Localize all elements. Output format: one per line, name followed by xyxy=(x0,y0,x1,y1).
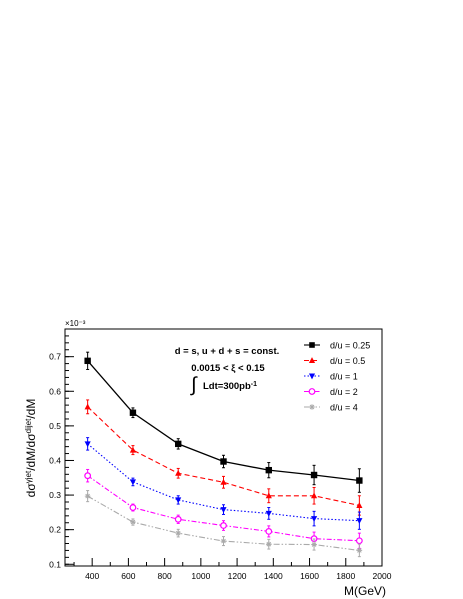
data-point xyxy=(174,515,182,523)
legend-label: d/u = 0.5 xyxy=(330,356,365,366)
annotation-line-3-sup: -1 xyxy=(251,381,257,388)
series-5 xyxy=(84,490,363,558)
data-point xyxy=(356,477,363,484)
data-point xyxy=(220,478,227,485)
data-point xyxy=(265,541,272,548)
legend-label: d/u = 1 xyxy=(330,372,358,382)
data-point xyxy=(84,493,91,499)
data-point xyxy=(356,547,363,554)
data-point xyxy=(265,510,272,517)
legend-entry-4: d/u = 2 xyxy=(304,387,358,397)
y-tick-label: 0.2 xyxy=(49,525,61,535)
y-exponent-label: ×10⁻³ xyxy=(65,319,86,328)
data-point xyxy=(84,441,91,448)
data-point xyxy=(84,472,92,480)
data-point xyxy=(356,518,363,525)
y-axis-title-part-1: dσ xyxy=(24,483,38,498)
series-3 xyxy=(84,437,363,530)
legend-marker xyxy=(308,357,316,364)
data-point xyxy=(175,497,182,504)
data-point xyxy=(175,440,182,448)
data-point xyxy=(129,504,137,511)
legend-label: d/u = 2 xyxy=(330,387,358,397)
data-point xyxy=(220,507,227,513)
legend-marker xyxy=(308,388,316,395)
data-point xyxy=(175,469,182,476)
y-tick-label: 0.1 xyxy=(49,559,61,569)
legend-marker xyxy=(309,342,315,348)
y-tick-label: 0.5 xyxy=(49,421,61,431)
y-axis-title-part-3: /dM xyxy=(24,399,38,419)
legend-marker xyxy=(309,404,315,410)
y-axis-title-sup-2: dijet xyxy=(24,418,33,433)
data-point xyxy=(220,522,227,529)
legend-entry-5: d/u = 4 xyxy=(304,403,358,413)
x-tick-label: 800 xyxy=(158,571,172,581)
y-tick-label: 0.4 xyxy=(49,455,61,465)
x-tick-label: 600 xyxy=(121,571,135,581)
plot-frame xyxy=(64,328,383,567)
x-tick-label: 1400 xyxy=(264,571,283,581)
data-point xyxy=(355,537,363,545)
x-tick-label: 1600 xyxy=(300,571,319,581)
data-point xyxy=(175,530,182,536)
data-point xyxy=(265,528,273,535)
legend-label: d/u = 0.25 xyxy=(330,341,370,351)
data-point xyxy=(129,409,137,416)
annotation-line-1: d = s, u + d + s = const. xyxy=(175,346,280,357)
y-axis-title-sup-1: γjet xyxy=(24,470,33,483)
data-point xyxy=(129,479,137,486)
annotation-line-2: 0.0015 < ξ < 0.15 xyxy=(191,363,265,374)
legend-label: d/u = 4 xyxy=(330,403,358,413)
annotation-line-3-main: Ldt=300pb xyxy=(203,381,251,392)
legend-entry-3: d/u = 1 xyxy=(304,372,358,382)
x-tick-label: 400 xyxy=(85,571,99,581)
y-axis-title-part-2: /dM/dσ xyxy=(24,433,38,471)
data-point xyxy=(220,458,227,465)
x-tick-label: 1000 xyxy=(191,571,210,581)
data-point xyxy=(310,492,318,499)
x-axis-title: M(GeV) xyxy=(344,584,386,598)
legend-marker xyxy=(308,373,316,380)
data-point xyxy=(265,492,272,499)
y-tick-label: 0.7 xyxy=(49,352,61,362)
data-point xyxy=(84,357,91,365)
data-point xyxy=(84,403,91,410)
data-point xyxy=(310,471,318,479)
integral-sign: ∫ xyxy=(190,374,198,396)
annotation-line-3: Ldt=300pb-1 xyxy=(203,381,257,393)
x-tick-label: 1800 xyxy=(336,571,355,581)
data-point xyxy=(130,519,136,525)
x-tick-label: 1200 xyxy=(228,571,247,581)
data-point xyxy=(310,516,318,522)
axes: 400 600 800 1000 1200 1400 1600 1800 2000 0.1 0.2 0… xyxy=(49,335,392,581)
y-tick-label: 0.6 xyxy=(49,386,61,396)
series-2 xyxy=(84,399,363,516)
legend-entry-1: d/u = 0.25 xyxy=(304,341,370,351)
y-tick-label: 0.3 xyxy=(49,490,61,500)
legend-entry-2: d/u = 0.5 xyxy=(304,356,365,366)
series-1 xyxy=(84,351,363,493)
data-point xyxy=(129,446,137,453)
y-axis-title: dσγjet/dM/dσdijet/dM xyxy=(24,399,39,498)
x-tick-label: 2000 xyxy=(373,571,392,581)
series-layer xyxy=(84,351,363,558)
legend: d/u = 0.25 d/u = 0.5 d/u = 1 d/u = 2 d/u = 4 xyxy=(304,341,370,413)
data-point xyxy=(220,538,227,544)
data-point xyxy=(265,466,272,474)
data-point xyxy=(311,541,317,548)
data-point xyxy=(356,502,363,508)
